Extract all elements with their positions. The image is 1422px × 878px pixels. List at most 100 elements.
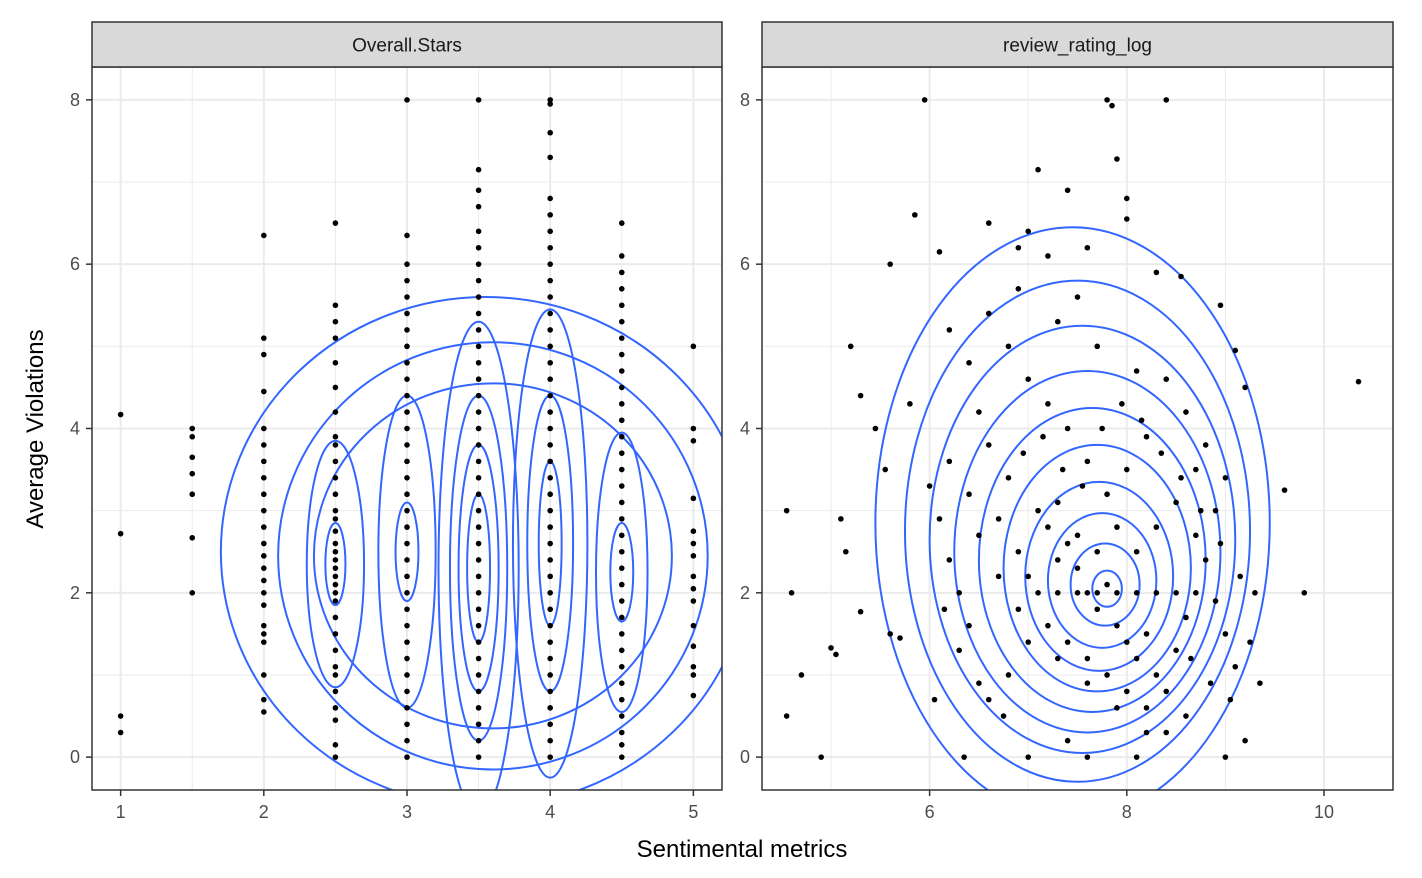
data-point xyxy=(1104,672,1110,678)
density-contour xyxy=(511,308,589,779)
data-point xyxy=(475,507,482,514)
data-point xyxy=(1158,450,1165,456)
data-point xyxy=(1133,655,1140,662)
data-point xyxy=(1035,166,1041,173)
data-point xyxy=(1252,590,1258,596)
data-point xyxy=(976,532,982,539)
data-point xyxy=(690,495,697,502)
data-point xyxy=(475,203,482,210)
data-point xyxy=(1094,606,1101,613)
data-point xyxy=(1301,590,1308,596)
data-point xyxy=(936,249,943,255)
data-point xyxy=(547,672,553,678)
data-point xyxy=(547,343,553,350)
panel-review-rating-log: review_rating_log 6 8 10 0 2 4 6 8 xyxy=(740,21,1394,822)
data-point xyxy=(261,351,267,358)
data-point xyxy=(547,129,553,136)
data-point xyxy=(332,565,339,571)
data-point xyxy=(1163,97,1170,103)
density-contour xyxy=(928,324,1237,755)
facet-strip xyxy=(761,21,1394,68)
x-tick-label: 10 xyxy=(1314,802,1334,822)
data-point xyxy=(1025,376,1032,383)
data-point xyxy=(618,598,625,604)
data-point xyxy=(976,680,982,686)
data-point xyxy=(332,590,339,596)
data-point xyxy=(404,97,410,103)
data-point xyxy=(404,491,410,498)
data-point xyxy=(547,310,553,317)
data-point xyxy=(618,499,625,506)
data-point xyxy=(547,376,553,383)
data-point xyxy=(1153,590,1160,596)
data-point xyxy=(921,97,928,103)
data-point xyxy=(1123,216,1130,222)
data-point xyxy=(404,573,410,580)
data-point xyxy=(1188,655,1194,662)
density-contour xyxy=(1002,443,1192,693)
data-point xyxy=(404,294,410,300)
data-point xyxy=(332,598,339,604)
data-point xyxy=(956,647,962,654)
data-point xyxy=(887,631,893,637)
data-point xyxy=(1212,507,1219,514)
data-point xyxy=(1133,754,1140,760)
data-point xyxy=(1202,442,1209,448)
data-point xyxy=(956,590,962,596)
data-point xyxy=(475,458,482,465)
data-point xyxy=(618,417,625,424)
data-point xyxy=(261,672,267,678)
data-point xyxy=(547,228,553,235)
data-point xyxy=(261,709,267,715)
data-point xyxy=(618,466,625,473)
data-point xyxy=(1054,557,1061,563)
data-point xyxy=(475,97,482,103)
y-tick-label: 2 xyxy=(740,583,750,603)
data-point xyxy=(261,565,267,571)
data-point xyxy=(261,696,267,703)
data-point xyxy=(547,688,553,695)
data-point xyxy=(1178,273,1184,280)
data-point xyxy=(547,655,553,662)
panel-overall-stars: Overall.Stars 1 2 3 4 5 0 2 4 6 8 xyxy=(70,21,723,822)
data-point xyxy=(897,635,903,641)
data-point xyxy=(475,376,482,383)
data-point xyxy=(882,466,889,473)
data-point xyxy=(1114,622,1120,629)
data-point xyxy=(332,754,339,760)
data-point xyxy=(946,327,953,333)
data-point xyxy=(475,655,482,662)
data-point xyxy=(261,507,267,514)
data-point xyxy=(690,573,697,580)
y-tick-label: 2 xyxy=(70,583,80,603)
data-point xyxy=(1153,269,1160,276)
data-point xyxy=(404,672,410,678)
data-point xyxy=(475,442,482,448)
data-point xyxy=(547,359,553,366)
data-point xyxy=(1040,433,1046,440)
data-point xyxy=(261,553,267,559)
data-point xyxy=(332,614,339,621)
data-point xyxy=(1114,705,1120,711)
data-point xyxy=(475,590,482,596)
data-point xyxy=(404,376,410,383)
data-point xyxy=(1025,573,1032,580)
data-point xyxy=(261,602,267,608)
data-point xyxy=(1183,713,1189,719)
data-point xyxy=(404,458,410,465)
data-point xyxy=(1133,368,1140,374)
data-point xyxy=(261,639,267,645)
data-point xyxy=(618,581,625,588)
data-point xyxy=(618,220,625,226)
data-point xyxy=(828,645,834,651)
data-point xyxy=(1183,409,1189,415)
data-point xyxy=(1025,754,1032,760)
data-point xyxy=(618,269,625,276)
data-point xyxy=(788,590,795,596)
data-point xyxy=(547,721,553,728)
data-point xyxy=(475,606,482,613)
density-contour xyxy=(324,521,347,607)
data-point xyxy=(1114,156,1120,162)
data-point xyxy=(404,442,410,448)
data-point xyxy=(404,754,410,760)
